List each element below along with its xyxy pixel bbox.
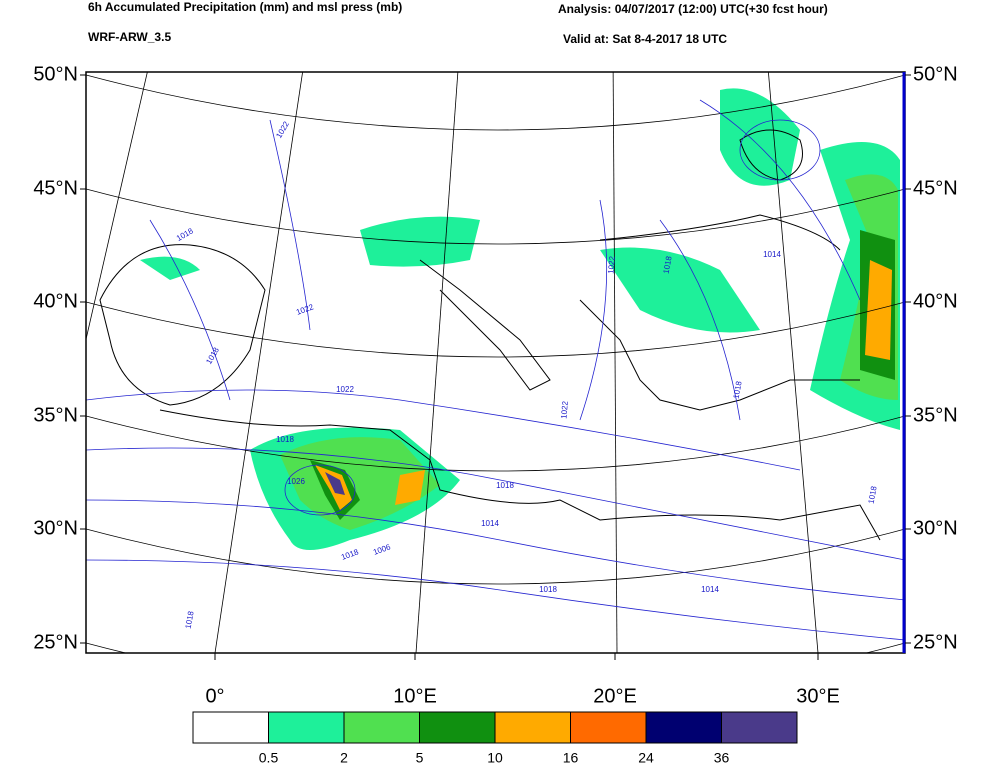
colorbar: 0.5 2 5 10 16 24 36	[192, 711, 798, 766]
meridian	[612, 72, 618, 653]
colorbar-label: 0.5	[259, 750, 279, 766]
parallel	[86, 528, 905, 585]
isobar-label: 1014	[701, 585, 719, 594]
coastlines	[99, 129, 881, 541]
isobar-label: 1022	[336, 385, 354, 394]
isobar-label: 1026	[287, 477, 305, 486]
isobar-label: 1018	[662, 255, 674, 275]
meridian	[214, 72, 304, 653]
lon-label: 10°E	[393, 685, 437, 707]
isobar-label: 1018	[539, 585, 557, 594]
lat-label: 25°N	[33, 631, 78, 653]
colorbar-label: 16	[563, 750, 579, 766]
colorbar-label: 24	[638, 750, 654, 766]
parallel	[86, 415, 905, 472]
lat-label: 30°N	[913, 517, 958, 539]
colorbar-box	[494, 711, 571, 744]
isobar-label: 1014	[481, 519, 499, 528]
meridian	[86, 72, 148, 342]
meridian	[767, 72, 819, 653]
lat-label: 30°N	[33, 517, 78, 539]
lat-label: 45°N	[33, 177, 78, 199]
isobar-label: 1014	[763, 250, 781, 259]
lon-label: 30°E	[796, 685, 840, 707]
colorbar-label: 10	[487, 750, 503, 766]
model: WRF-ARW_3.5	[88, 30, 171, 44]
lat-label: 40°N	[33, 290, 78, 312]
colorbar-box	[419, 711, 496, 744]
meridian	[415, 72, 459, 653]
isobars	[86, 99, 905, 641]
lat-label: 50°N	[913, 63, 958, 85]
colorbar-box	[645, 711, 722, 744]
colorbar-box	[268, 711, 345, 744]
lat-label: 45°N	[913, 177, 958, 199]
colorbar-label: 36	[714, 750, 730, 766]
colorbar-box	[343, 711, 420, 744]
colorbar-label: 5	[416, 750, 424, 766]
isobar-label: 1018	[276, 435, 294, 444]
lat-label: 40°N	[913, 290, 958, 312]
parallel	[86, 74, 905, 131]
colorbar-box	[192, 711, 269, 744]
graticule	[86, 72, 905, 653]
isobar-label: 1022	[559, 400, 570, 419]
isobar-label: 1022	[606, 255, 617, 274]
lat-label: 35°N	[913, 404, 958, 426]
lat-label: 25°N	[913, 631, 958, 653]
colorbar-box	[570, 711, 647, 744]
isobar-label: 1018	[867, 485, 879, 505]
title: 6h Accumulated Precipitation (mm) and ms…	[88, 0, 402, 14]
valid-time: Valid at: Sat 8-4-2017 18 UTC	[563, 32, 727, 46]
isobar-label: 1018	[184, 610, 196, 630]
colorbar-label: 2	[340, 750, 348, 766]
lat-label: 35°N	[33, 404, 78, 426]
isobar-label: 1018	[732, 380, 744, 400]
parallel	[86, 188, 905, 245]
lat-label: 50°N	[33, 63, 78, 85]
colorbar-box	[721, 711, 798, 744]
lon-label: 0°	[205, 685, 224, 707]
analysis: Analysis: 04/07/2017 (12:00) UTC(+30 fcs…	[558, 2, 828, 16]
lon-label: 20°E	[593, 685, 637, 707]
isobar-label: 1018	[496, 481, 514, 490]
